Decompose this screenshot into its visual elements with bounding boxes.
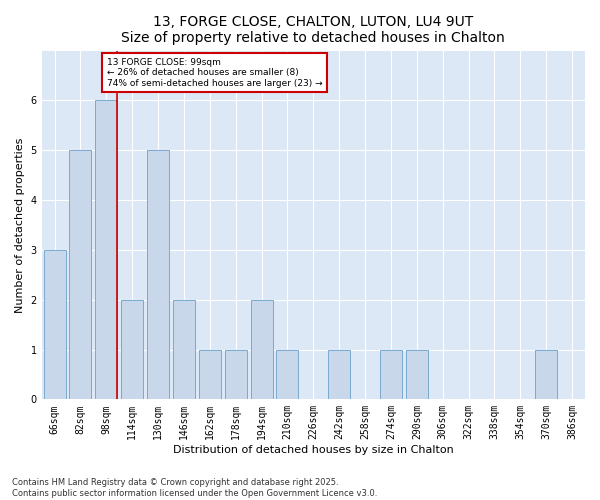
Text: 13 FORGE CLOSE: 99sqm
← 26% of detached houses are smaller (8)
74% of semi-detac: 13 FORGE CLOSE: 99sqm ← 26% of detached … — [107, 58, 323, 88]
Text: Contains HM Land Registry data © Crown copyright and database right 2025.
Contai: Contains HM Land Registry data © Crown c… — [12, 478, 377, 498]
Bar — [277, 350, 298, 400]
Bar — [147, 150, 169, 400]
Bar — [380, 350, 402, 400]
Bar — [225, 350, 247, 400]
Title: 13, FORGE CLOSE, CHALTON, LUTON, LU4 9UT
Size of property relative to detached h: 13, FORGE CLOSE, CHALTON, LUTON, LU4 9UT… — [121, 15, 505, 45]
Bar — [328, 350, 350, 400]
Bar — [199, 350, 221, 400]
Y-axis label: Number of detached properties: Number of detached properties — [15, 137, 25, 312]
Bar — [70, 150, 91, 400]
X-axis label: Distribution of detached houses by size in Chalton: Distribution of detached houses by size … — [173, 445, 454, 455]
Bar — [121, 300, 143, 400]
Bar — [95, 100, 118, 400]
Bar — [173, 300, 195, 400]
Bar — [251, 300, 272, 400]
Bar — [535, 350, 557, 400]
Bar — [406, 350, 428, 400]
Bar — [44, 250, 65, 400]
